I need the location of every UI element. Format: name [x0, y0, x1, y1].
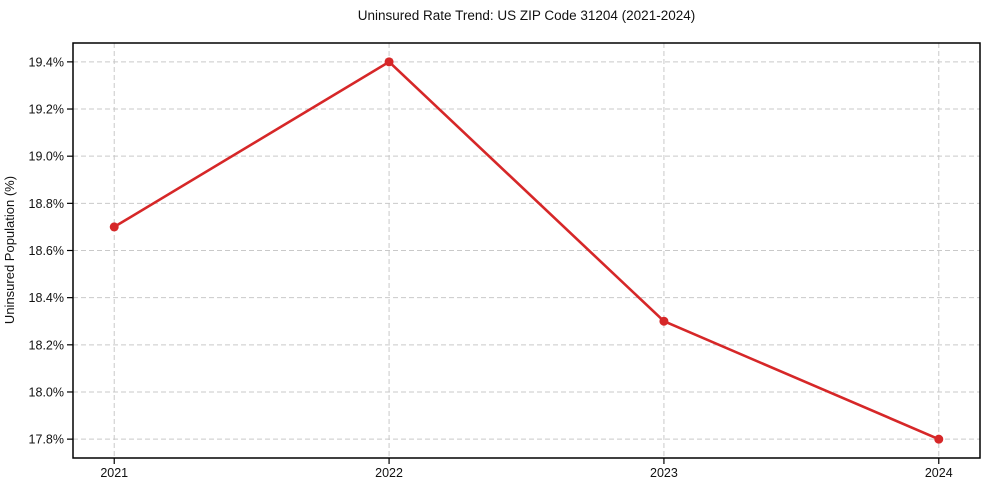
data-point-marker	[659, 316, 669, 326]
axis-ticks	[67, 61, 940, 464]
x-tick-label: 2023	[650, 466, 678, 480]
y-tick-label: 19.4%	[29, 55, 64, 69]
plot-frame	[72, 42, 981, 459]
gridlines	[73, 43, 980, 458]
y-tick-label: 19.2%	[29, 103, 64, 117]
x-tick-label: 2024	[925, 466, 953, 480]
trend-line	[112, 60, 941, 441]
y-tick-label: 18.6%	[29, 244, 64, 258]
tick-labels: 17.8% 18.0% 18.2% 18.4% 18.6% 18.8% 19.0% 19.2%…	[29, 55, 953, 480]
data-point-markers	[109, 57, 944, 444]
y-tick-label: 18.2%	[29, 338, 64, 352]
data-point-marker	[934, 434, 944, 444]
x-tick-label: 2021	[100, 466, 128, 480]
y-tick-label: 18.8%	[29, 197, 64, 211]
chart-title: Uninsured Rate Trend: US ZIP Code 31204 …	[357, 8, 696, 23]
x-tick-label: 2022	[375, 466, 403, 480]
y-axis-label: Uninsured Population (%)	[2, 176, 17, 324]
y-tick-label: 19.0%	[29, 150, 64, 164]
data-point-marker	[384, 57, 394, 67]
y-tick-label: 18.0%	[29, 385, 64, 399]
y-tick-label: 18.4%	[29, 291, 64, 305]
y-tick-label: 17.8%	[29, 433, 64, 447]
data-point-marker	[109, 222, 119, 232]
